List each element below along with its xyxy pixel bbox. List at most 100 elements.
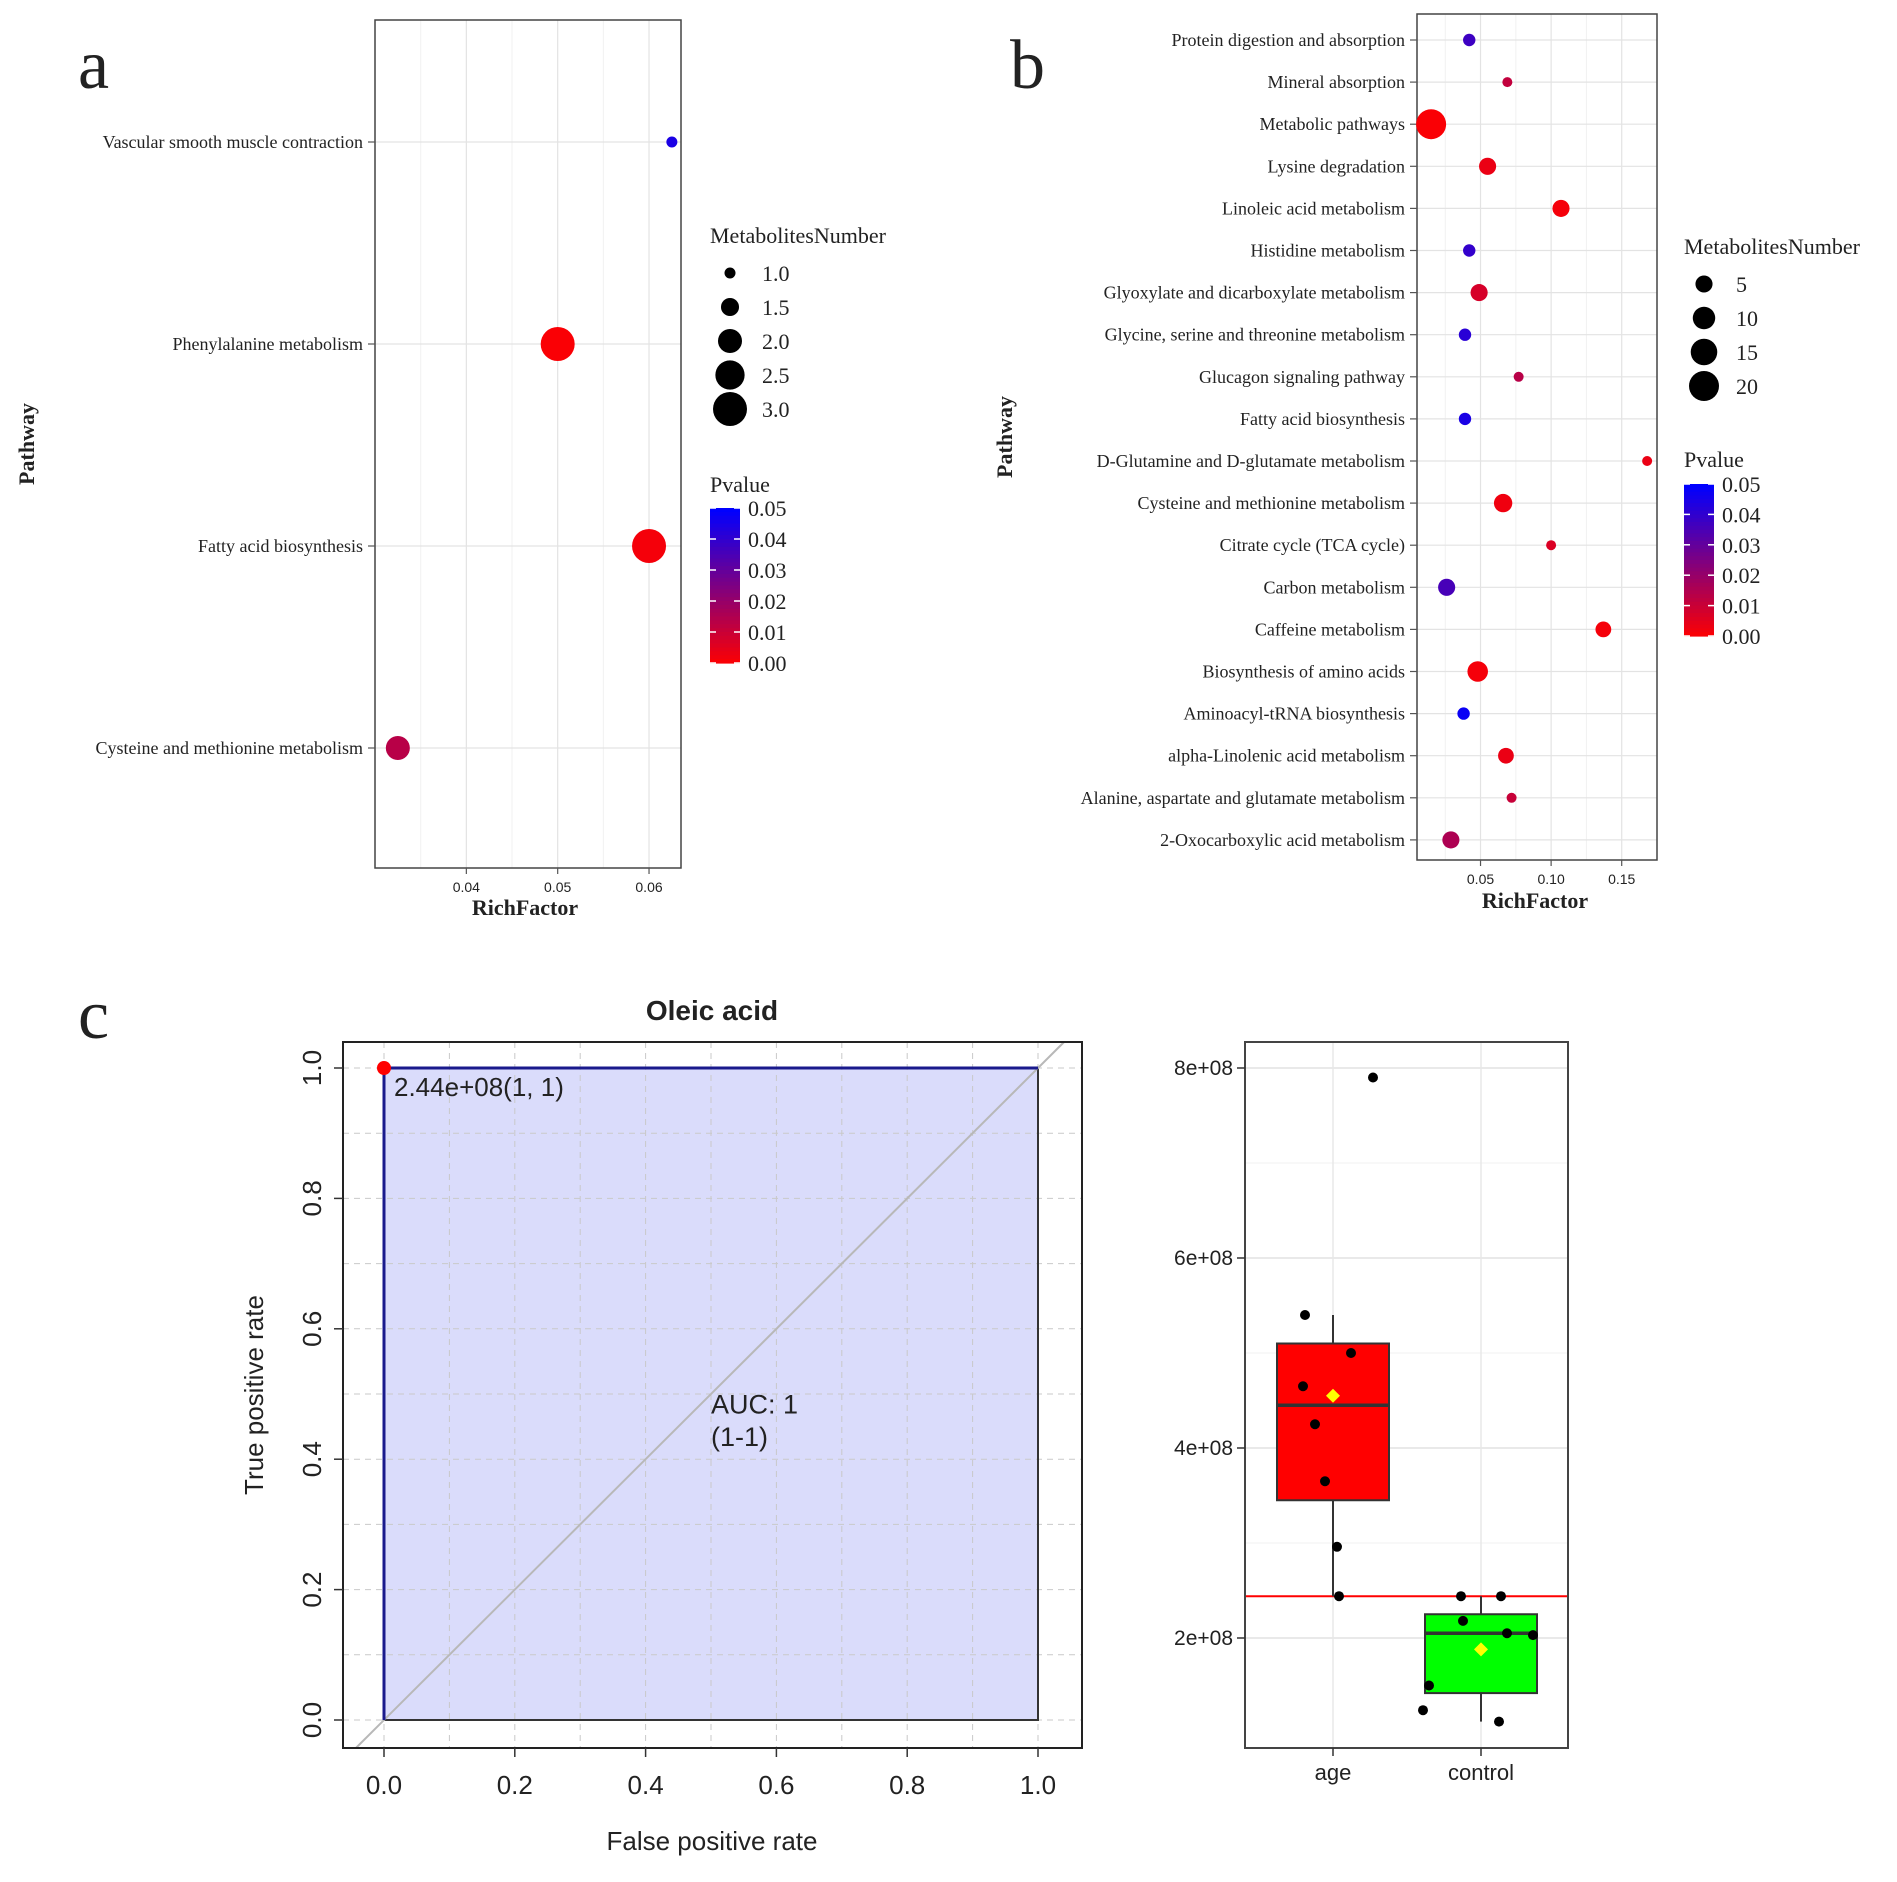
box-point-age: [1300, 1310, 1310, 1320]
roc-x-axis-label: False positive rate: [607, 1826, 818, 1856]
color-legend-bar-segment: [1684, 529, 1714, 534]
color-legend-bar-segment: [710, 550, 740, 556]
panel-b-points: [1416, 33, 1653, 849]
color-legend-bar-segment: [710, 585, 740, 590]
point-histidine-metabolism: [1463, 244, 1476, 257]
panel-a-size-legend: 1.0 1.5 2.0 2.5 3.0: [713, 261, 790, 426]
color-legend-bar-segment: [710, 539, 740, 544]
color-legend-bar-segment: [710, 542, 740, 548]
color-legend-bar-segment: [710, 635, 740, 641]
color-legend-bar-segment: [1684, 582, 1714, 588]
color-legend-label: 0.00: [1722, 624, 1761, 649]
color-legend-bar-segment: [1684, 491, 1714, 496]
panel-a-plot-border: [374, 19, 682, 869]
color-legend-bar-segment: [1684, 537, 1714, 542]
panel-a: Vascular smooth muscle contraction Phenyl…: [14, 19, 887, 920]
roc-y-axis-label: True positive rate: [239, 1295, 269, 1495]
color-legend-bar-segment: [1684, 628, 1714, 633]
boxplot-x-ticks: age control: [1315, 1748, 1514, 1785]
box-mean-age: [1326, 1388, 1340, 1403]
point-d-glutamine-and-d-glutamate-metabolism: [1642, 456, 1653, 466]
pathway-label-glyoxylate-and-dicarboxylate-metabolism: Glyoxylate and dicarboxylate metabolism: [1104, 283, 1405, 303]
pathway-label-cysteine-and-methionine-metabolism: Cysteine and methionine metabolism: [1138, 493, 1405, 513]
pathway-label-2-oxocarboxylic-acid-metabolism: 2-Oxocarboxylic acid metabolism: [1160, 830, 1405, 850]
panel-a-pathway-labels: Vascular smooth muscle contraction Phenyl…: [96, 132, 375, 758]
roc-auc-text: AUC: 1: [711, 1390, 798, 1420]
boxplot-y-tick-label: 2e+08: [1174, 1627, 1233, 1650]
color-legend-bar-segment: [1684, 522, 1714, 527]
color-legend-bar-segment: [710, 573, 740, 579]
roc-y-tick-label: 0.0: [297, 1702, 327, 1738]
point-alanine-aspartate-and-glutamate-metabolism: [1506, 792, 1517, 803]
panel-b-grid: [1417, 14, 1657, 860]
box-point-age: [1334, 1591, 1344, 1602]
roc-diagonal-line: [355, 1041, 1065, 1749]
boxplot-y-tick-label: 8e+08: [1174, 1057, 1233, 1080]
panel-c-roc: Oleic acid 2.44e+08(1, 1) AUC: 1 (1-1) 0…: [239, 995, 1083, 1856]
box-point-control: [1494, 1716, 1504, 1727]
color-legend-bar-segment: [710, 643, 740, 649]
color-legend-bar-segment: [1684, 590, 1714, 595]
box-point-age: [1332, 1541, 1342, 1552]
pathway-label-glycine-serine-and-threonine-metabolism: Glycine, serine and threonine metabolism: [1105, 325, 1405, 345]
x-tick-label: 0.05: [1467, 871, 1494, 887]
panel-b-color-legend: 0.05 0.04 0.03 0.02 0.01 0.00: [1684, 472, 1761, 649]
color-legend-bar-segment: [710, 527, 740, 532]
color-legend-bar-segment: [1684, 514, 1714, 519]
pathway-label-fatty-acid-biosynthesis: Fatty acid biosynthesis: [1240, 409, 1405, 429]
color-legend-bar-segment: [710, 601, 740, 606]
point-citrate-cycle-tca-cycle: [1546, 540, 1557, 551]
roc-auc-ci-text: (1-1): [711, 1422, 768, 1452]
boxplot-y-tick-label: 4e+08: [1174, 1437, 1233, 1460]
color-legend-bar-segment: [710, 593, 740, 598]
size-legend-label: 15: [1736, 340, 1758, 365]
color-legend-bar-segment: [1684, 548, 1714, 553]
pathway-label-aminoacyl-trna-biosynthesis: Aminoacyl-tRNA biosynthesis: [1184, 704, 1406, 724]
size-legend-circle: [717, 328, 743, 354]
panel-a-grid: [375, 20, 681, 868]
color-legend-bar-segment: [710, 523, 740, 528]
color-legend-bar-segment: [1684, 563, 1714, 569]
point-mineral-absorption: [1502, 77, 1513, 88]
color-legend-bar-segment: [710, 612, 740, 618]
color-legend-bar-segment: [1684, 571, 1714, 576]
pathway-label-histidine-metabolism: Histidine metabolism: [1251, 241, 1406, 261]
color-legend-bar-segment: [1684, 533, 1714, 538]
roc-y-tick-label: 1.0: [297, 1050, 327, 1086]
color-legend-bar-segment: [1684, 567, 1714, 572]
box-point-control: [1418, 1705, 1428, 1716]
roc-cutoff-label: 2.44e+08(1, 1): [394, 1072, 564, 1102]
roc-x-tick-label: 1.0: [1020, 1770, 1056, 1800]
pathway-label-cysteine-and-methionine-metabolism: Cysteine and methionine metabolism: [96, 738, 363, 758]
color-legend-bar-segment: [1684, 484, 1714, 489]
panel-a-points: [385, 136, 678, 761]
color-legend-bar-segment: [1684, 613, 1714, 618]
pathway-label-alanine-aspartate-and-glutamate-metabolism: Alanine, aspartate and glutamate metabol…: [1081, 788, 1405, 808]
roc-y-tick-label: 0.4: [297, 1441, 327, 1477]
size-legend-label: 10: [1736, 306, 1758, 331]
color-legend-bar-segment: [710, 620, 740, 625]
size-legend-label: 2.5: [762, 363, 790, 388]
roc-x-tick-label: 0.8: [889, 1770, 925, 1800]
panel-b-color-legend-title: Pvalue: [1684, 447, 1744, 472]
pathway-label-d-glutamine-and-d-glutamate-metabolism: D-Glutamine and D-glutamate metabolism: [1097, 451, 1405, 471]
color-legend-label: 0.03: [1722, 533, 1761, 558]
color-legend-bar-segment: [710, 535, 740, 540]
color-legend-bar-segment: [1684, 594, 1714, 599]
color-legend-bar-segment: [710, 616, 740, 621]
x-tick-label: 0.05: [544, 879, 571, 895]
color-legend-label: 0.02: [1722, 563, 1761, 588]
box-point-control: [1528, 1630, 1538, 1641]
color-legend-bar-segment: [1684, 617, 1714, 622]
point-phenylalanine-metabolism: [540, 327, 575, 361]
panel-a-x-axis-label: RichFactor: [472, 895, 579, 920]
size-legend-label: 1.0: [762, 261, 790, 286]
color-legend-bar-segment: [1684, 601, 1714, 607]
point-cysteine-and-methionine-metabolism: [1493, 493, 1513, 513]
point-fatty-acid-biosynthesis: [632, 529, 667, 563]
pathway-label-glucagon-signaling-pathway: Glucagon signaling pathway: [1199, 367, 1405, 387]
color-legend-bar-segment: [710, 558, 740, 563]
pathway-label-mineral-absorption: Mineral absorption: [1268, 72, 1405, 92]
box-point-age: [1368, 1072, 1378, 1083]
color-legend-bar-segment: [1684, 605, 1714, 610]
